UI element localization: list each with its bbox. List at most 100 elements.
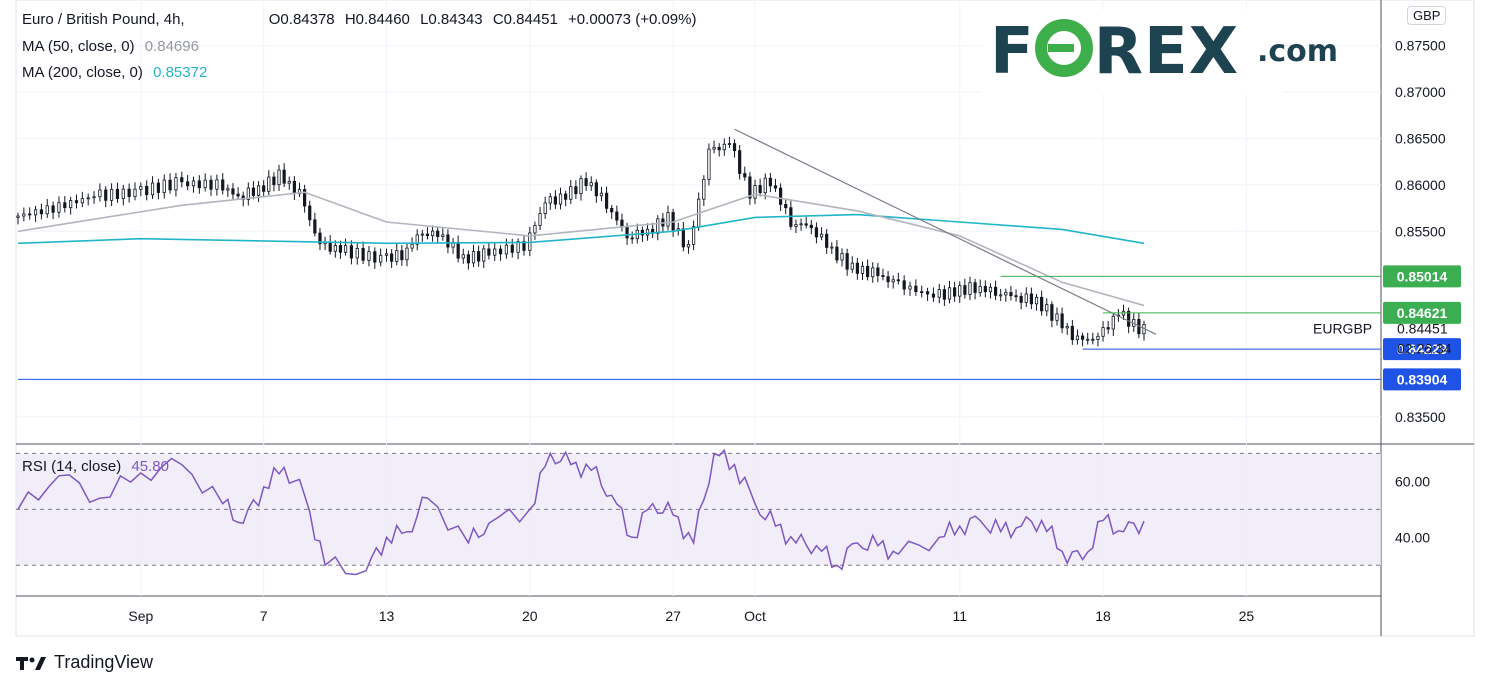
candle-body: [504, 244, 509, 255]
candle-body: [180, 177, 184, 183]
candle-body: [292, 180, 296, 195]
rsi-tick-label: 40.00: [1395, 529, 1430, 545]
candle-body: [510, 244, 514, 253]
rsi-value: 45.80: [131, 458, 169, 475]
candle-body: [361, 248, 365, 261]
candle-body: [707, 148, 711, 180]
candle-body: [845, 253, 849, 270]
candle-body: [1029, 293, 1033, 305]
candle-body: [1086, 338, 1090, 341]
ma200-label: MA (200, close, 0): [22, 64, 143, 81]
time-tick-label: Sep: [128, 608, 153, 624]
time-tick-label: 27: [665, 608, 681, 624]
price-label-bg: [1383, 338, 1461, 361]
candle-body: [779, 187, 783, 205]
candle-body: [543, 202, 547, 214]
candle-body: [886, 276, 890, 283]
price-label: 0.84621: [1397, 305, 1448, 321]
candle-body: [533, 224, 537, 234]
last-price-label: 0.84451: [1397, 321, 1448, 337]
candle-body: [236, 193, 240, 197]
candle-body: [430, 230, 435, 237]
candle-body: [186, 181, 190, 187]
candle-body: [850, 262, 854, 270]
candle-body: [1009, 292, 1013, 297]
candle-body: [287, 180, 291, 184]
chart-overlays: [17, 128, 1381, 380]
candle-body: [615, 211, 619, 221]
candle-body: [891, 279, 895, 283]
rsi-line: [17, 448, 1145, 576]
candle-body: [57, 202, 61, 213]
ma50-value: 0.84696: [144, 38, 199, 55]
candle-body: [809, 224, 813, 229]
ma50-legend: MA (50, close, 0) 0.84696: [22, 38, 199, 55]
candle-body: [604, 192, 609, 209]
candle-body: [51, 205, 55, 213]
candle-body: [925, 291, 930, 295]
candle-body: [999, 294, 1003, 297]
chart-frame: [15, 0, 1475, 637]
ohlc-open: O0.84378: [268, 11, 335, 28]
tradingview-footer[interactable]: TradingView: [16, 652, 153, 673]
candle-body: [558, 193, 563, 205]
candle-body: [640, 229, 645, 236]
candle-body: [579, 178, 583, 195]
candle-body: [763, 177, 767, 194]
candle-body: [313, 219, 317, 234]
candle-body: [16, 215, 20, 218]
candle-body: [456, 241, 460, 259]
candle-body: [1055, 313, 1059, 321]
candle-body: [896, 279, 900, 282]
trendline: [734, 128, 1157, 335]
candle-body: [80, 198, 84, 204]
candle-body: [902, 280, 906, 290]
candle-body: [343, 245, 348, 253]
candle-body: [45, 205, 49, 215]
candle-body: [953, 287, 957, 297]
candle-body: [98, 189, 102, 198]
currency-badge[interactable]: GBP: [1407, 6, 1447, 25]
candle-body: [866, 265, 870, 278]
candle-body: [522, 241, 526, 251]
rsi-series: [17, 448, 1145, 576]
candle-body: [425, 233, 430, 237]
candle-body: [1080, 335, 1085, 340]
candle-body: [773, 185, 778, 189]
candle-body: [947, 287, 952, 300]
candle-body: [963, 285, 967, 295]
candle-body: [1060, 313, 1064, 329]
candle-body: [487, 248, 491, 256]
candle-body: [203, 179, 207, 189]
candle-body: [282, 169, 286, 184]
candle-body: [221, 179, 225, 191]
candle-body: [656, 218, 660, 234]
price-series: [16, 136, 1146, 347]
candle-body: [830, 246, 834, 249]
candle-body: [121, 188, 125, 200]
candle-body: [191, 180, 196, 187]
candle-body: [256, 185, 261, 196]
candle-body: [825, 233, 829, 248]
tradingview-logo-icon: [16, 656, 46, 670]
candle-body: [692, 226, 696, 245]
candle-body: [1045, 304, 1049, 312]
candle-body: [373, 251, 377, 263]
price-tick-label: 0.86000: [1395, 177, 1446, 193]
candle-body: [86, 197, 90, 200]
forex-logo: F REX .com: [982, 10, 1338, 94]
candle-body: [1075, 335, 1080, 341]
candle-body: [145, 185, 149, 196]
candle-body: [150, 182, 155, 196]
candle-body: [405, 247, 409, 261]
candle-body: [574, 186, 578, 195]
ma200-legend: MA (200, close, 0) 0.85372: [22, 64, 207, 81]
candle-body: [855, 262, 859, 274]
candle-body: [1111, 315, 1115, 330]
candle-body: [410, 243, 414, 249]
candle-body: [942, 289, 946, 300]
candle-body: [973, 282, 977, 293]
candle-body: [681, 228, 685, 248]
candle-body: [538, 213, 542, 226]
